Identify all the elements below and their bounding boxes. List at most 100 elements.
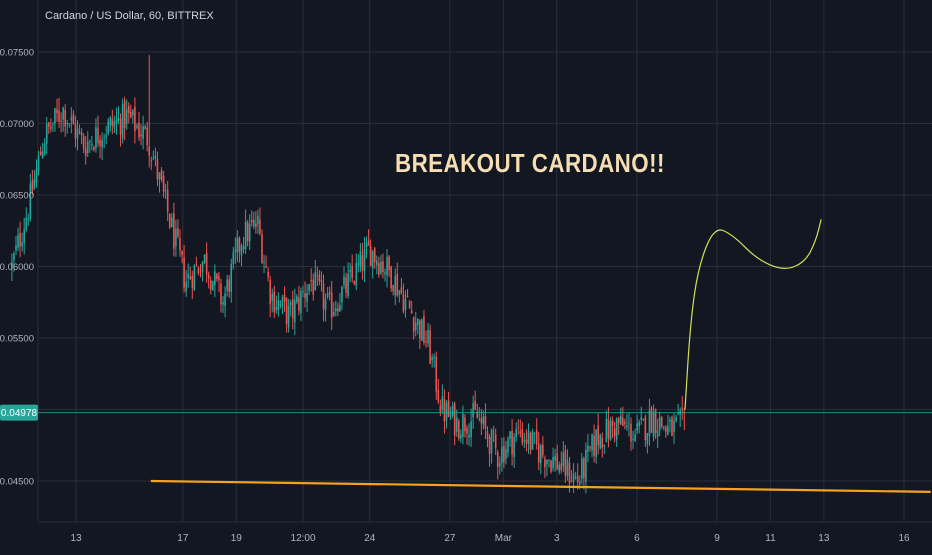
candle-body-down	[361, 255, 364, 271]
candle-body-up	[509, 431, 511, 439]
candle-body-up	[275, 307, 278, 310]
candle-body-down	[310, 279, 312, 282]
candle-body-down	[568, 462, 571, 484]
candle-body-down	[160, 170, 163, 180]
candle-body-down	[503, 445, 505, 463]
candle-body-down	[369, 245, 372, 266]
x-tick-label: 11	[765, 533, 776, 544]
candle-body-down	[351, 265, 353, 278]
candle-body-up	[27, 218, 30, 220]
candle-body-up	[88, 141, 91, 143]
candle-body-up	[470, 421, 472, 437]
candle-body-up	[341, 287, 343, 302]
x-tick-label: Mar	[495, 533, 513, 544]
candle-body-up	[468, 434, 470, 438]
candle-body-up	[441, 396, 444, 410]
candle-body-down	[480, 418, 483, 424]
candle-body-up	[505, 449, 507, 459]
candle-body-up	[513, 437, 515, 457]
candle-body-up	[21, 242, 23, 247]
candle-body-up	[628, 423, 630, 425]
candles	[11, 54, 686, 494]
candle-body-up	[271, 293, 274, 302]
candle-body-down	[564, 450, 567, 476]
candle-body-up	[332, 311, 335, 316]
candle-body-down	[529, 432, 532, 450]
candle-body-down	[560, 463, 563, 470]
candle-body-down	[291, 299, 294, 319]
candle-body-up	[433, 357, 435, 359]
candle-body-up	[462, 414, 464, 437]
candle-body-down	[205, 252, 208, 275]
x-tick-label: 9	[714, 533, 720, 544]
candle-body-down	[492, 432, 495, 434]
candle-body-up	[236, 237, 239, 253]
candle-body-down	[123, 100, 126, 128]
candle-body-down	[111, 118, 114, 127]
candle-body-up	[394, 275, 397, 296]
candle-body-up	[416, 318, 419, 325]
candle-body-down	[535, 429, 538, 444]
candle-body-up	[599, 434, 602, 449]
candle-body-up	[595, 429, 597, 457]
candle-body-down	[621, 418, 624, 427]
candle-body-down	[476, 411, 479, 418]
candle-body-down	[425, 341, 427, 343]
candle-body-down	[601, 437, 604, 448]
candle-body-up	[515, 429, 517, 437]
candle-body-down	[453, 403, 456, 436]
candle-body-up	[144, 126, 146, 129]
candle-body-up	[451, 405, 454, 417]
candle-body-up	[164, 190, 167, 192]
candle-body-down	[250, 220, 253, 223]
candle-body-up	[574, 477, 577, 479]
candle-body-up	[445, 402, 448, 421]
candle-body-up	[115, 119, 118, 123]
y-tick-label: 0.07000	[0, 119, 34, 130]
candle-body-up	[293, 300, 296, 323]
candle-body-down	[177, 227, 179, 237]
candle-body-down	[382, 261, 384, 273]
candle-body-up	[398, 290, 401, 295]
candle-body-up	[619, 415, 622, 425]
candle-body-up	[578, 481, 581, 485]
candle-body-down	[298, 297, 300, 311]
candle-body-up	[634, 434, 636, 442]
candle-body-down	[408, 300, 411, 308]
candle-body-up	[585, 449, 587, 482]
candle-body-up	[421, 319, 423, 341]
candle-body-up	[667, 425, 669, 435]
candle-body-up	[675, 417, 677, 421]
candle-body-up	[673, 420, 675, 433]
x-tick-label: 6	[634, 533, 640, 544]
candle-body-down	[542, 444, 544, 456]
drawings	[38, 219, 932, 493]
candle-body-up	[498, 462, 501, 466]
support-trendline	[150, 479, 931, 493]
candle-body-up	[289, 302, 292, 306]
candle-body-up	[244, 221, 247, 250]
candle-body-up	[105, 135, 107, 138]
candle-body-up	[449, 414, 452, 416]
candle-body-up	[248, 223, 251, 242]
candle-body-up	[591, 434, 593, 451]
x-tick-label: 24	[364, 533, 376, 544]
candle-body-down	[660, 416, 663, 427]
candle-body-up	[546, 459, 548, 465]
candle-body-down	[484, 415, 487, 429]
candle-body-down	[429, 330, 431, 364]
candle-body-down	[544, 458, 546, 468]
candle-body-up	[334, 308, 337, 312]
candle-body-up	[648, 410, 651, 436]
candle-body-down	[146, 127, 148, 145]
x-tick-label: 13	[818, 533, 830, 544]
candle-body-down	[228, 279, 230, 292]
chart-title: Cardano / US Dollar, 60, BITTREX	[45, 10, 214, 22]
candle-body-up	[431, 357, 433, 361]
candle-body-up	[232, 251, 235, 265]
candle-body-up	[501, 447, 503, 464]
y-axis: 0.07500 0.07000 0.06500 0.06000 0.05500 0.045…	[0, 48, 34, 488]
candle-body-down	[353, 281, 356, 284]
